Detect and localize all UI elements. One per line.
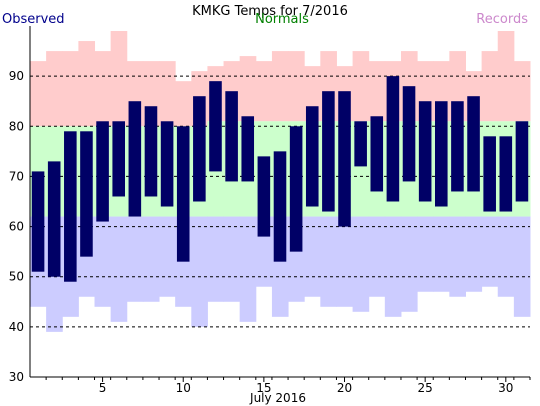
record-high-band [175, 81, 192, 127]
x-axis-label: July 2016 [249, 391, 306, 405]
observed-bar [273, 151, 287, 262]
record-low-band [449, 216, 466, 297]
observed-bar [144, 106, 158, 197]
record-low-band [126, 216, 144, 302]
x-tick-label: 30 [498, 381, 513, 395]
chart-title: KMKG Temps for 7/2016 [192, 4, 348, 19]
legend-observed: Observed [2, 12, 65, 27]
record-high-band [78, 41, 96, 127]
observed-bar [322, 91, 335, 212]
record-low-band [94, 216, 112, 307]
y-tick-label: 80 [9, 119, 24, 133]
observed-bar [402, 86, 416, 182]
observed-bar [96, 121, 109, 222]
observed-bar [418, 101, 432, 202]
x-tick-label: 25 [418, 381, 433, 395]
observed-bar [435, 101, 448, 207]
observed-bar [225, 91, 238, 182]
observed-bar [305, 106, 319, 207]
record-high-band [255, 61, 273, 122]
observed-bar [47, 161, 61, 277]
record-high-band [46, 51, 63, 127]
record-low-band [336, 216, 354, 307]
x-tick-label: 5 [99, 381, 107, 395]
record-high-band [271, 51, 289, 122]
observed-bar [483, 136, 496, 212]
record-high-band [239, 56, 257, 122]
record-low-band [207, 216, 225, 302]
record-high-band [62, 51, 79, 127]
record-low-band [400, 216, 418, 312]
observed-bar [499, 136, 513, 212]
observed-bar [209, 81, 222, 172]
plot-area: 30 40 50 60 70 80 90 5 10 15 20 25 30 [9, 26, 531, 395]
observed-bar [467, 96, 480, 192]
record-low-band [465, 216, 483, 292]
record-low-band [159, 216, 176, 297]
record-low-band [513, 216, 531, 317]
record-high-band [352, 51, 370, 122]
record-low-band [223, 216, 241, 302]
record-low-band [142, 216, 160, 302]
record-high-band [94, 51, 112, 127]
observed-bar [354, 121, 367, 167]
observed-bar [128, 101, 142, 217]
record-low-band [384, 216, 402, 317]
y-tick-label: 30 [9, 370, 24, 384]
record-low-band [304, 216, 321, 297]
record-high-band [368, 61, 386, 122]
observed-bar [370, 116, 384, 192]
observed-bar [257, 156, 271, 237]
observed-bar [80, 131, 93, 257]
record-high-band [513, 61, 531, 122]
record-low-band [481, 216, 499, 287]
record-low-band [320, 216, 337, 307]
observed-bar [386, 76, 400, 202]
record-high-band [159, 61, 176, 127]
y-tick-label: 40 [9, 320, 24, 334]
record-high-band [288, 51, 305, 122]
x-tick-label: 20 [337, 381, 352, 395]
observed-bar [289, 126, 303, 252]
x-tick-label: 10 [176, 381, 191, 395]
observed-bar [176, 126, 190, 262]
record-high-band [481, 51, 499, 122]
observed-bar [241, 116, 255, 182]
legend-records: Records [476, 12, 528, 27]
observed-bar [451, 101, 464, 192]
record-low-band [352, 216, 370, 312]
observed-bar [64, 131, 77, 282]
y-tick-label: 50 [9, 270, 24, 284]
x-tick-label: 15 [256, 381, 271, 395]
observed-bar [193, 96, 206, 202]
record-high-band [30, 61, 47, 127]
observed-bar [112, 121, 125, 197]
legend-normals: Normals [255, 12, 309, 27]
record-low-band [191, 216, 208, 327]
record-high-band [110, 31, 128, 127]
record-low-band [239, 216, 257, 322]
observed-bar [31, 171, 45, 272]
y-tick-label: 90 [9, 69, 24, 83]
observed-bar [160, 121, 174, 207]
y-tick-label: 70 [9, 169, 24, 183]
record-low-band [497, 216, 515, 297]
y-tick-label: 60 [9, 220, 24, 234]
record-low-band [417, 216, 434, 292]
record-low-band [110, 216, 128, 322]
record-low-band [368, 216, 386, 297]
record-low-band [433, 216, 450, 292]
observed-bar [515, 121, 529, 202]
observed-bar [338, 91, 351, 227]
